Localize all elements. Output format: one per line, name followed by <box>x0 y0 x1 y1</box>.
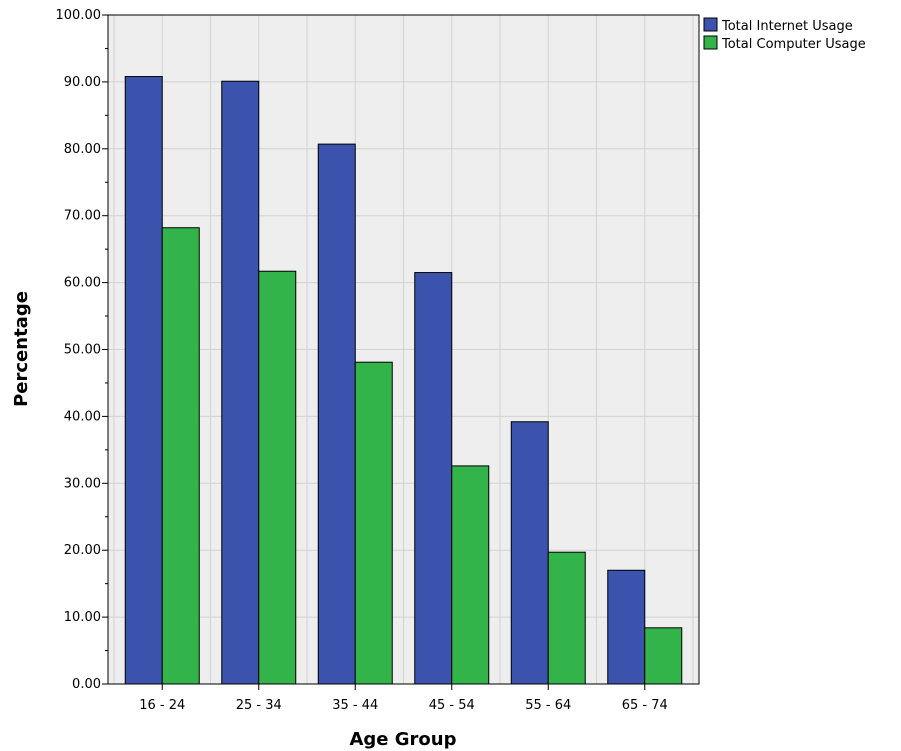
y-axis: 0.00 10.00 20.00 30.00 40.00 50.00 60.00 70.00 8… <box>56 8 108 692</box>
legend-swatch-internet <box>703 17 718 32</box>
y-tick-label: 0.00 <box>72 677 101 692</box>
y-tick-label: 20.00 <box>64 543 101 558</box>
y-tick-label: 40.00 <box>64 409 101 424</box>
x-axis: 16 - 24 25 - 34 35 - 44 45 - 54 55 - 64 65 - … <box>139 684 668 713</box>
bar-computer <box>258 270 297 685</box>
x-tick-label: 16 - 24 <box>139 698 185 713</box>
bar-internet <box>607 569 646 685</box>
y-tick-label: 10.00 <box>64 610 101 625</box>
bar-internet <box>221 80 260 685</box>
legend: Total Internet Usage Total Computer Usag… <box>703 17 866 52</box>
y-tick-label: 90.00 <box>64 75 101 90</box>
bar-computer <box>451 465 490 685</box>
bar-computer <box>547 551 586 685</box>
bar-internet <box>510 421 549 685</box>
bar-internet <box>414 272 453 685</box>
x-tick-label: 65 - 74 <box>622 698 668 713</box>
bar-internet <box>317 143 356 685</box>
x-axis-title: Age Group <box>349 729 456 750</box>
bars <box>124 76 683 685</box>
x-tick-label: 25 - 34 <box>236 698 282 713</box>
legend-label-internet: Total Internet Usage <box>721 19 853 34</box>
y-axis-title: Percentage <box>11 291 32 407</box>
legend-label-computer: Total Computer Usage <box>721 37 866 52</box>
x-tick-label: 35 - 44 <box>332 698 378 713</box>
y-tick-label: 60.00 <box>64 276 101 291</box>
legend-swatch-computer <box>703 35 718 50</box>
bar-internet <box>124 76 163 685</box>
y-tick-label: 80.00 <box>64 142 101 157</box>
y-tick-label: 50.00 <box>64 343 101 358</box>
y-tick-label: 100.00 <box>56 8 102 23</box>
y-tick-label: 70.00 <box>64 209 101 224</box>
y-tick-label: 30.00 <box>64 476 101 491</box>
x-tick-label: 45 - 54 <box>429 698 475 713</box>
bar-computer <box>644 627 683 685</box>
legend-item-internet: Total Internet Usage <box>703 17 853 34</box>
legend-item-computer: Total Computer Usage <box>703 35 866 52</box>
bar-computer <box>354 361 393 685</box>
x-tick-label: 55 - 64 <box>525 698 571 713</box>
bar-computer <box>161 227 200 685</box>
